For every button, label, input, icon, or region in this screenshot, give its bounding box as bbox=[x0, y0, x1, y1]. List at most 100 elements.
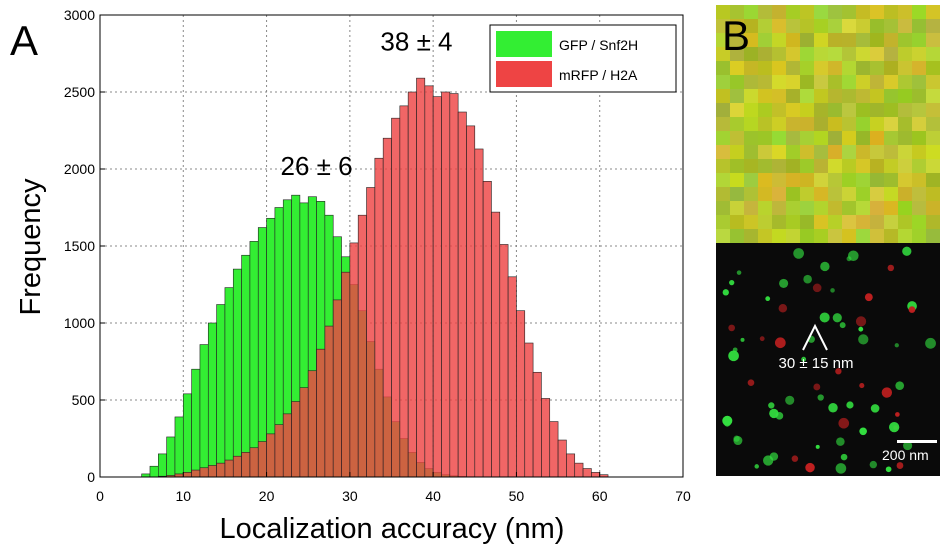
widefield-pixel bbox=[842, 159, 856, 173]
rfp-bar bbox=[383, 138, 391, 477]
widefield-pixel bbox=[716, 103, 730, 117]
widefield-pixel bbox=[870, 89, 884, 103]
green-spot bbox=[836, 437, 845, 446]
rfp-bar bbox=[200, 468, 208, 477]
x-axis-title: Localization accuracy (nm) bbox=[220, 513, 565, 545]
red-spot bbox=[838, 418, 849, 429]
widefield-pixel bbox=[884, 215, 898, 229]
rfp-bar bbox=[350, 243, 358, 477]
widefield-pixel bbox=[730, 187, 744, 201]
rfp-bar bbox=[525, 343, 533, 477]
widefield-pixel bbox=[842, 61, 856, 75]
gfp-bar bbox=[158, 454, 166, 477]
widefield-pixel bbox=[800, 89, 814, 103]
gfp-bar bbox=[200, 345, 208, 477]
red-spot bbox=[805, 463, 814, 472]
widefield-pixel bbox=[870, 103, 884, 117]
widefield-pixel bbox=[772, 89, 786, 103]
red-spot bbox=[909, 306, 916, 313]
rfp-bar bbox=[367, 187, 375, 477]
rfp-bar bbox=[550, 422, 558, 477]
green-spot bbox=[886, 466, 892, 472]
widefield-pixel bbox=[758, 159, 772, 173]
green-spot bbox=[779, 279, 788, 288]
widefield-pixel bbox=[772, 173, 786, 187]
widefield-pixel bbox=[828, 19, 842, 33]
widefield-pixel bbox=[926, 89, 940, 103]
widefield-pixel bbox=[828, 33, 842, 47]
widefield-pixel bbox=[744, 145, 758, 159]
scale-bar-label: 200 nm bbox=[882, 447, 929, 463]
widefield-pixel bbox=[898, 75, 912, 89]
red-spot bbox=[813, 284, 822, 293]
widefield-pixel bbox=[772, 201, 786, 215]
widefield-pixel bbox=[898, 89, 912, 103]
widefield-pixel bbox=[744, 173, 758, 187]
widefield-pixel bbox=[842, 187, 856, 201]
y-tick-label: 0 bbox=[87, 469, 95, 485]
widefield-pixel bbox=[884, 131, 898, 145]
widefield-pixel bbox=[870, 33, 884, 47]
widefield-pixel bbox=[786, 229, 800, 243]
widefield-pixel bbox=[716, 229, 730, 243]
red-spot bbox=[888, 265, 894, 271]
widefield-pixel bbox=[884, 173, 898, 187]
rfp-bar bbox=[183, 472, 191, 477]
widefield-pixel bbox=[730, 145, 744, 159]
x-tick-label: 20 bbox=[259, 488, 275, 504]
widefield-pixel bbox=[842, 201, 856, 215]
widefield-pixel bbox=[828, 47, 842, 61]
widefield-pixel bbox=[884, 159, 898, 173]
x-tick-label: 60 bbox=[592, 488, 608, 504]
widefield-pixel bbox=[786, 5, 800, 19]
rfp-bar bbox=[267, 434, 275, 477]
widefield-pixel bbox=[730, 201, 744, 215]
y-tick-label: 1000 bbox=[64, 315, 95, 331]
widefield-pixel bbox=[744, 187, 758, 201]
widefield-pixel bbox=[898, 5, 912, 19]
widefield-pixel bbox=[912, 201, 926, 215]
gfp-bar bbox=[175, 417, 183, 477]
widefield-pixel bbox=[856, 187, 870, 201]
widefield-pixel bbox=[786, 117, 800, 131]
red-spot bbox=[813, 384, 820, 391]
y-tick-label: 2000 bbox=[64, 161, 95, 177]
widefield-pixel bbox=[800, 103, 814, 117]
green-spot bbox=[871, 404, 880, 413]
widefield-pixel bbox=[730, 131, 744, 145]
rfp-bar bbox=[425, 86, 433, 477]
widefield-pixel bbox=[884, 145, 898, 159]
widefield-pixel bbox=[758, 61, 772, 75]
green-spot bbox=[830, 288, 835, 293]
rfp-bar bbox=[466, 126, 474, 477]
widefield-pixel bbox=[912, 131, 926, 145]
widefield-pixel bbox=[828, 145, 842, 159]
red-spot bbox=[760, 336, 765, 341]
widefield-pixel bbox=[884, 229, 898, 243]
widefield-pixel bbox=[870, 47, 884, 61]
widefield-pixel bbox=[926, 47, 940, 61]
widefield-pixel bbox=[730, 229, 744, 243]
panel-a-label: A bbox=[10, 17, 38, 64]
widefield-pixel bbox=[856, 201, 870, 215]
widefield-pixel bbox=[814, 215, 828, 229]
widefield-pixel bbox=[744, 201, 758, 215]
widefield-pixel bbox=[730, 215, 744, 229]
widefield-pixel bbox=[912, 145, 926, 159]
widefield-pixel bbox=[814, 61, 828, 75]
rfp-bar bbox=[450, 94, 458, 477]
rfp-bar bbox=[358, 215, 366, 477]
widefield-pixel bbox=[744, 89, 758, 103]
rfp-bar bbox=[575, 463, 583, 477]
green-spot bbox=[889, 422, 899, 432]
rfp-bar bbox=[258, 442, 266, 477]
widefield-pixel bbox=[926, 229, 940, 243]
gfp-bar bbox=[250, 241, 258, 477]
rfp-bar bbox=[325, 326, 333, 477]
widefield-pixel bbox=[800, 131, 814, 145]
widefield-pixel bbox=[842, 47, 856, 61]
rfp-bar bbox=[433, 97, 441, 477]
widefield-pixel bbox=[884, 5, 898, 19]
widefield-pixel bbox=[758, 103, 772, 117]
widefield-pixel bbox=[870, 19, 884, 33]
